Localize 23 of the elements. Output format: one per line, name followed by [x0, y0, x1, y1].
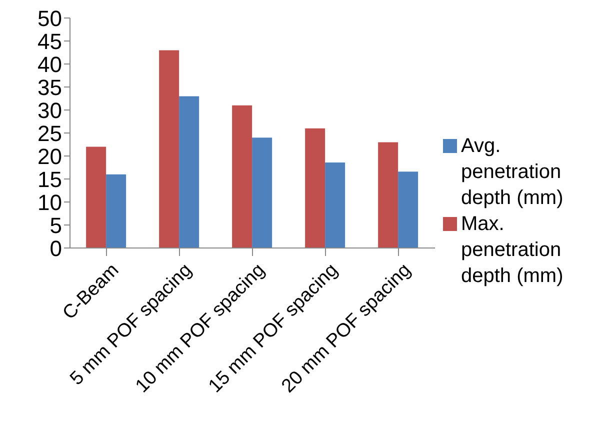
bar — [325, 162, 346, 248]
bar — [252, 138, 272, 248]
legend-label: Max. penetration depth (mm) — [461, 212, 564, 288]
y-tick-label: 50 — [38, 6, 62, 31]
legend-label: Avg. penetration depth (mm) — [461, 134, 564, 210]
y-tick-label: 35 — [38, 74, 62, 100]
y-tick-label: 45 — [38, 28, 62, 54]
bar — [159, 50, 180, 248]
bar — [179, 96, 200, 248]
y-tick-label: 25 — [38, 120, 62, 146]
bar — [86, 146, 106, 248]
y-tick-label: 30 — [38, 98, 62, 123]
y-tick-label: 15 — [38, 166, 62, 192]
bar — [378, 142, 398, 248]
y-tick-label: 40 — [38, 52, 62, 77]
y-tick-label: 10 — [38, 190, 62, 215]
bar — [398, 172, 418, 248]
bar — [106, 174, 126, 248]
y-tick-label: 20 — [38, 144, 62, 169]
bar — [305, 128, 326, 248]
y-tick-label: 5 — [50, 212, 62, 238]
y-tick-label: 0 — [50, 236, 62, 261]
bar — [232, 105, 252, 248]
